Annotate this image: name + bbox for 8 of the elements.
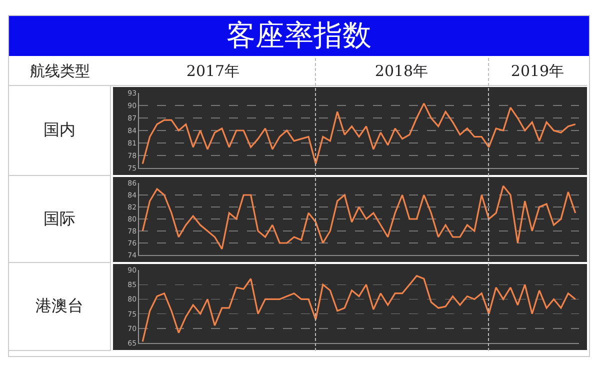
- y-axis-title: 国际: [9, 176, 111, 263]
- text: 2019年: [488, 58, 587, 86]
- text: 2018年: [315, 58, 488, 86]
- text: 2017年: [111, 58, 315, 86]
- chart-title: 客座率指数: [9, 16, 589, 56]
- y-axis-title: 国内: [9, 86, 111, 176]
- y-axis-title: 港澳台: [9, 263, 111, 351]
- text: 航线类型: [9, 58, 111, 86]
